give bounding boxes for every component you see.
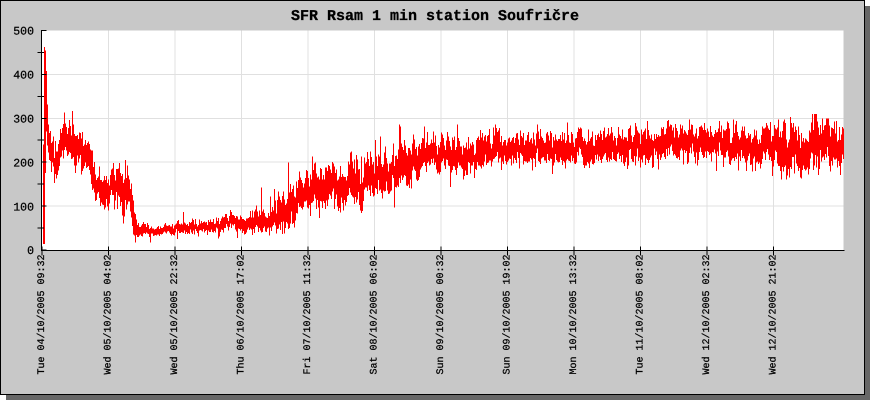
svg-text:300: 300 <box>13 114 34 127</box>
svg-text:Wed 12/10/2005 21:02: Wed 12/10/2005 21:02 <box>768 255 780 375</box>
svg-text:Fri 07/10/2005 11:32: Fri 07/10/2005 11:32 <box>302 255 314 375</box>
svg-text:Sat 08/10/2005 06:02: Sat 08/10/2005 06:02 <box>369 255 381 375</box>
svg-text:Tue 04/10/2005 09:32: Tue 04/10/2005 09:32 <box>36 255 48 375</box>
svg-text:100: 100 <box>13 201 34 214</box>
svg-text:Mon 10/10/2005 13:32: Mon 10/10/2005 13:32 <box>568 255 580 375</box>
svg-text:200: 200 <box>13 157 34 170</box>
svg-text:Wed 05/10/2005 22:32: Wed 05/10/2005 22:32 <box>169 255 181 375</box>
svg-text:SFR Rsam 1 min station Soufrič: SFR Rsam 1 min station Soufričre <box>291 8 579 25</box>
svg-text:Tue 11/10/2005 08:02: Tue 11/10/2005 08:02 <box>635 255 647 375</box>
svg-text:400: 400 <box>13 70 34 83</box>
svg-text:500: 500 <box>13 26 34 39</box>
svg-text:Sun 09/10/2005 00:32: Sun 09/10/2005 00:32 <box>435 255 447 375</box>
svg-text:Wed 12/10/2005 02:32: Wed 12/10/2005 02:32 <box>701 255 713 375</box>
svg-text:Sun 09/10/2005 19:02: Sun 09/10/2005 19:02 <box>502 255 514 375</box>
svg-text:0: 0 <box>27 245 34 258</box>
svg-text:Wed 05/10/2005 04:02: Wed 05/10/2005 04:02 <box>103 255 115 375</box>
svg-text:Thu 06/10/2005 17:02: Thu 06/10/2005 17:02 <box>236 255 248 375</box>
